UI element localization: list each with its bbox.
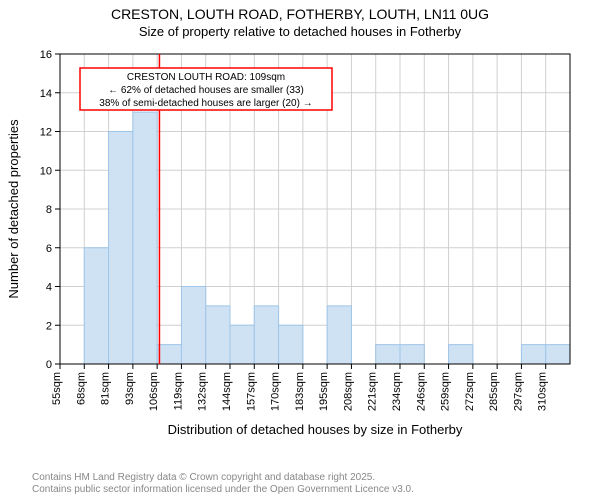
footer-line2: Contains public sector information licen… — [32, 484, 414, 496]
svg-text:119sqm: 119sqm — [172, 372, 184, 410]
svg-text:0: 0 — [46, 359, 52, 371]
svg-text:170sqm: 170sqm — [270, 372, 282, 411]
svg-text:106sqm: 106sqm — [148, 372, 160, 411]
svg-text:183sqm: 183sqm — [294, 372, 306, 411]
svg-text:55sqm: 55sqm — [51, 372, 63, 405]
footer-attribution: Contains HM Land Registry data © Crown c… — [32, 472, 414, 496]
svg-text:272sqm: 272sqm — [464, 372, 476, 411]
svg-text:132sqm: 132sqm — [197, 372, 209, 411]
svg-text:221sqm: 221sqm — [367, 372, 379, 411]
svg-text:297sqm: 297sqm — [512, 372, 524, 411]
svg-text:246sqm: 246sqm — [415, 372, 427, 411]
svg-text:16: 16 — [40, 49, 52, 61]
svg-text:285sqm: 285sqm — [488, 372, 500, 411]
svg-text:157sqm: 157sqm — [245, 372, 257, 411]
svg-text:Number of detached properties: Number of detached properties — [6, 119, 21, 299]
svg-text:CRESTON LOUTH ROAD: 109sqm: CRESTON LOUTH ROAD: 109sqm — [127, 72, 285, 83]
svg-text:234sqm: 234sqm — [391, 372, 403, 411]
svg-text:10: 10 — [40, 165, 52, 177]
svg-text:81sqm: 81sqm — [100, 372, 112, 405]
svg-text:208sqm: 208sqm — [342, 372, 354, 411]
svg-text:38% of semi-detached houses ar: 38% of semi-detached houses are larger (… — [99, 98, 312, 109]
page-title: CRESTON, LOUTH ROAD, FOTHERBY, LOUTH, LN… — [0, 0, 600, 24]
svg-text:310sqm: 310sqm — [537, 372, 549, 411]
svg-text:2: 2 — [46, 320, 52, 332]
footer-line1: Contains HM Land Registry data © Crown c… — [32, 472, 414, 484]
svg-text:4: 4 — [46, 282, 52, 294]
svg-text:68sqm: 68sqm — [75, 372, 87, 405]
svg-text:Distribution of detached house: Distribution of detached houses by size … — [168, 422, 463, 437]
svg-text:259sqm: 259sqm — [440, 372, 452, 411]
histogram-chart: 0 2 4 6 8 10 12 14 16 55sqm 68sqm 81sqm 93sqm 106sqm 1… — [0, 44, 600, 464]
svg-text:6: 6 — [46, 243, 52, 255]
svg-text:← 62% of detached houses are s: ← 62% of detached houses are smaller (33… — [108, 85, 304, 96]
svg-text:93sqm: 93sqm — [124, 372, 136, 405]
svg-text:12: 12 — [40, 127, 52, 139]
page-subtitle: Size of property relative to detached ho… — [0, 24, 600, 40]
svg-text:8: 8 — [46, 204, 52, 216]
svg-text:14: 14 — [40, 88, 52, 100]
svg-text:144sqm: 144sqm — [221, 372, 233, 411]
svg-text:195sqm: 195sqm — [318, 372, 330, 411]
